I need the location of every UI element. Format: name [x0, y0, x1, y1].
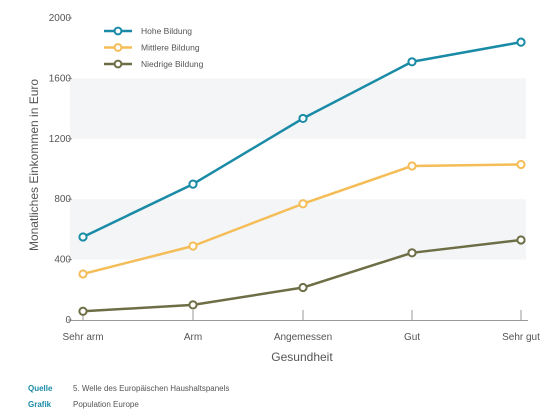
data-point-niedrige-bildung — [516, 235, 526, 245]
graphic-label: Grafik — [28, 400, 52, 409]
y-tick-label: 1600 — [49, 73, 72, 84]
y-tick-label: 2000 — [49, 13, 72, 24]
x-tick-label: Angemessen — [274, 332, 332, 343]
data-point-hohe-bildung — [407, 57, 417, 67]
x-tick-label: Gut — [404, 332, 420, 343]
y-tick-label: 0 — [65, 315, 71, 326]
grid-bands — [70, 78, 526, 260]
y-tick-label: 800 — [54, 194, 71, 205]
y-tick-label: 1200 — [49, 134, 72, 145]
data-point-niedrige-bildung — [298, 282, 308, 293]
grid-band — [70, 199, 526, 260]
data-point-hohe-bildung — [298, 113, 308, 124]
legend-label: Niedrige Bildung — [141, 59, 204, 69]
data-point-niedrige-bildung — [407, 248, 417, 258]
line-chart: Sehr arm Arm Angemessen Gut Sehr gut 0 400 800… — [27, 13, 540, 364]
data-point-hohe-bildung — [516, 37, 526, 47]
data-point-mittlere-bildung — [78, 269, 88, 279]
x-axis-title: Gesundheit — [271, 350, 333, 364]
x-tick-label: Sehr arm — [62, 332, 103, 343]
grid-band — [70, 78, 526, 139]
legend-marker — [113, 43, 123, 52]
y-axis: 0 400 800 1200 1600 2000 — [49, 13, 72, 326]
x-tick-label: Arm — [184, 332, 202, 343]
data-point-mittlere-bildung — [298, 199, 308, 209]
legend-marker — [113, 26, 123, 36]
x-axis: Sehr arm Arm Angemessen Gut Sehr gut — [62, 310, 540, 343]
data-point-niedrige-bildung — [188, 300, 198, 310]
legend-marker — [113, 59, 123, 69]
legend: Hohe Bildung Mittlere Bildung Niedrige Bil… — [104, 26, 204, 69]
legend-label: Hohe Bildung — [141, 26, 192, 36]
graphic-text: Population Europe — [73, 400, 139, 409]
graphic-credit: Grafik Population Europe — [28, 400, 139, 409]
source-note: Quelle 5. Welle des Europäischen Haushalt… — [28, 384, 229, 393]
source-label: Quelle — [28, 384, 53, 393]
data-point-hohe-bildung — [188, 179, 198, 189]
y-tick-label: 400 — [54, 255, 71, 266]
x-tick-label: Sehr gut — [502, 332, 540, 343]
series-layer — [78, 37, 526, 316]
data-point-mittlere-bildung — [407, 161, 417, 171]
data-point-niedrige-bildung — [78, 306, 88, 316]
legend-label: Mittlere Bildung — [141, 43, 200, 53]
data-point-hohe-bildung — [78, 232, 88, 242]
source-text: 5. Welle des Europäischen Haushaltspanel… — [73, 384, 230, 393]
y-axis-title: Monatliches Einkommen in Euro — [27, 79, 41, 251]
data-point-mittlere-bildung — [188, 241, 198, 251]
data-point-mittlere-bildung — [516, 159, 526, 170]
